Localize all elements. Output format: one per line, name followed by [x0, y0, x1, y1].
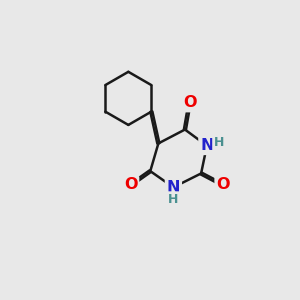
Text: O: O — [124, 178, 137, 193]
Text: N: N — [167, 180, 180, 195]
Text: H: H — [168, 193, 178, 206]
Text: O: O — [216, 178, 230, 193]
Text: O: O — [183, 95, 196, 110]
Text: N: N — [200, 138, 214, 153]
Text: H: H — [214, 136, 224, 149]
